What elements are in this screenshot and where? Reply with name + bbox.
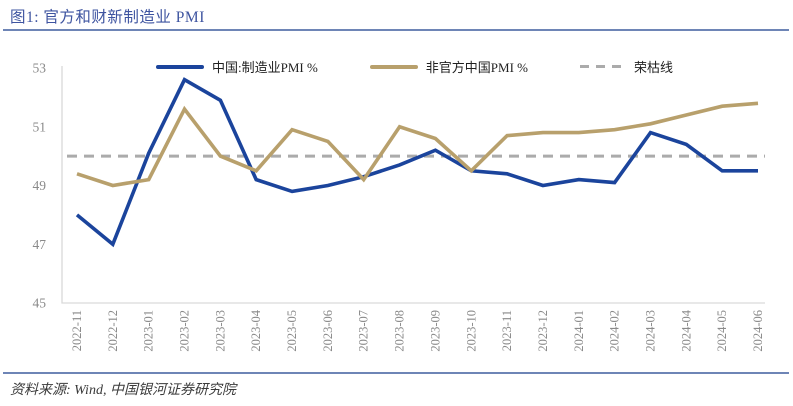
y-tick-label: 45	[33, 296, 47, 311]
x-tick-label: 2024-02	[608, 310, 622, 352]
x-tick-label: 2023-09	[428, 310, 442, 352]
x-tick-label: 2023-02	[178, 310, 192, 352]
legend-label-caixin-pmi: 非官方中国PMI %	[425, 60, 528, 75]
series-line-official-pmi	[75, 77, 758, 248]
x-tick-label: 2023-01	[142, 310, 156, 352]
pmi-line-chart: 45 47 49 51 53 2022-11 2022-12 2023-01 2023-02 20…	[33, 61, 765, 352]
footer-rule	[3, 372, 789, 374]
x-tick-label: 2023-07	[357, 310, 371, 352]
legend-label-official-pmi: 中国:制造业PMI %	[211, 60, 318, 75]
legend-dashed-line-icon	[580, 65, 626, 68]
x-tick-label: 2023-06	[321, 310, 335, 352]
figure-title: 图1: 官方和财新制造业 PMI	[10, 9, 205, 26]
chart-legend: 中国:制造业PMI % 非官方中国PMI % 荣枯线	[18, 57, 793, 76]
x-tick-label: 2024-03	[643, 310, 657, 352]
x-tick-label: 2023-11	[500, 310, 514, 351]
y-tick-label: 47	[33, 237, 47, 252]
legend-line-official-icon	[155, 64, 204, 69]
title-rule	[3, 29, 789, 31]
series-line-caixin-pmi	[76, 101, 759, 188]
x-tick-label: 2023-10	[464, 310, 478, 352]
x-tick-label: 2023-05	[285, 310, 299, 352]
source-note: 资料来源: Wind, 中国银河证券研究院	[10, 383, 236, 398]
x-tick-label: 2023-12	[536, 310, 550, 352]
legend-item-official-pmi: 中国:制造业PMI %	[155, 57, 318, 76]
x-tick-label: 2024-01	[572, 310, 586, 352]
y-tick-label: 51	[33, 119, 47, 134]
x-tick-label: 2023-03	[213, 310, 227, 352]
x-tick-label: 2022-11	[70, 310, 84, 351]
legend-label-reference-line: 荣枯线	[634, 60, 674, 75]
x-tick-label: 2022-12	[106, 310, 120, 352]
axis-frame	[61, 66, 765, 304]
legend-item-caixin-pmi: 非官方中国PMI %	[369, 57, 528, 76]
legend-line-caixin-icon	[369, 64, 418, 69]
x-tick-label: 2023-08	[393, 310, 407, 352]
y-tick-label: 49	[33, 178, 47, 193]
x-tick-label: 2024-05	[715, 310, 729, 352]
legend-item-reference-line: 荣枯线	[580, 57, 673, 76]
x-tick-label: 2024-06	[751, 310, 765, 352]
x-tick-label: 2023-04	[249, 309, 263, 351]
x-tick-label: 2024-04	[679, 309, 693, 351]
y-tick-label: 53	[33, 61, 47, 76]
